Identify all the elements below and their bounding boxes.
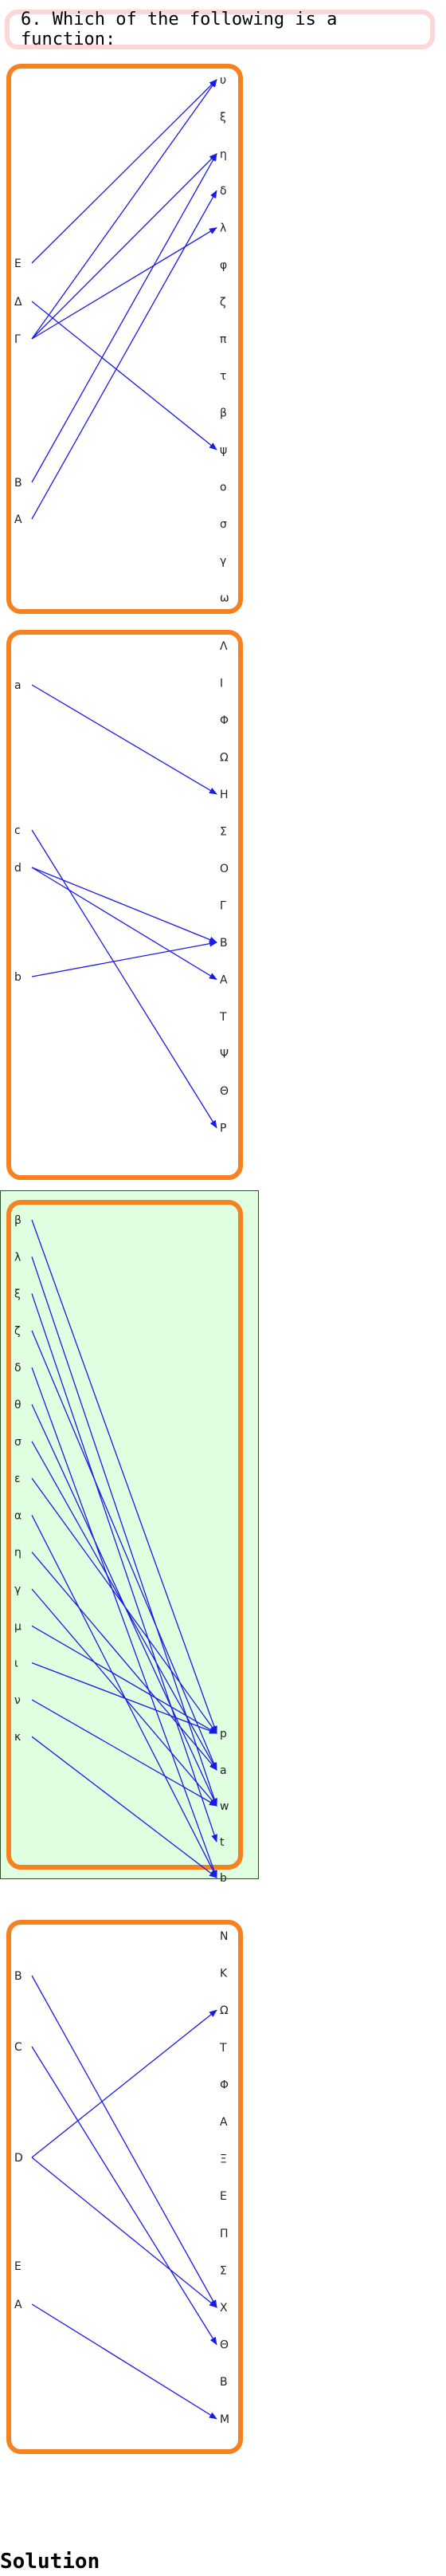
domain-label: A — [14, 2299, 22, 2311]
codomain-label: B — [220, 2376, 228, 2389]
codomain-label: M — [220, 2413, 229, 2426]
codomain-label: Σ — [220, 2264, 227, 2277]
codomain-label: E — [220, 2190, 227, 2203]
codomain-label: N — [220, 1930, 228, 1943]
codomain-label: Π — [220, 2228, 229, 2240]
codomain-label: T — [219, 2042, 227, 2055]
codomain-label: K — [220, 1968, 228, 1980]
solution-heading: Solution — [0, 2550, 100, 2574]
mapping-arrow — [32, 2157, 217, 2307]
domain-label: E — [14, 2260, 22, 2273]
codomain-label: Φ — [220, 2078, 229, 2091]
mapping-arrow — [32, 2304, 217, 2419]
codomain-label: Ω — [220, 2004, 229, 2017]
mapping-arrow — [32, 1976, 217, 2307]
domain-label: D — [14, 2152, 23, 2165]
codomain-label: A — [220, 2116, 228, 2129]
mapping-arrow — [32, 2010, 217, 2157]
codomain-label: X — [220, 2302, 228, 2314]
mapping-arrow — [32, 2047, 217, 2345]
codomain-label: Ξ — [220, 2153, 227, 2166]
codomain-label: Θ — [220, 2339, 229, 2352]
domain-label: B — [14, 1970, 22, 1983]
domain-label: C — [14, 2041, 22, 2054]
